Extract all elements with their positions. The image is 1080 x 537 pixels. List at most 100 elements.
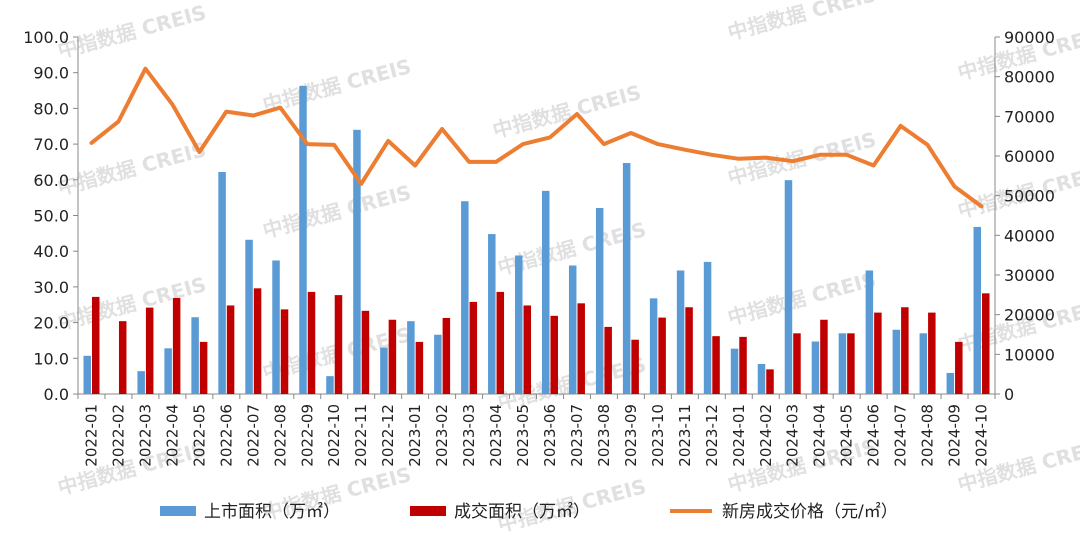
listed-area-bar (83, 355, 91, 394)
transaction-area-bar (415, 341, 424, 394)
y-left-tick-label: 100.0 (23, 28, 69, 47)
y-left-tick-label: 40.0 (33, 242, 69, 261)
x-tick-label: 2022-10 (325, 404, 343, 467)
transaction-area-bar (199, 341, 208, 394)
x-tick-label: 2022-09 (298, 404, 316, 467)
listed-area-bar (676, 270, 685, 394)
x-tick-label: 2023-07 (568, 404, 586, 467)
x-tick-label: 2022-04 (163, 404, 181, 467)
x-tick-label: 2023-03 (460, 404, 478, 467)
transaction-area-bar (820, 319, 828, 394)
transaction-area-bar (847, 333, 855, 394)
x-tick-labels: 2022-01 2022-02 2022-03 2022-04 2022-05 2022-… (82, 404, 990, 467)
listed-area-bar (434, 334, 442, 394)
y-right-tick-label: 70000 (1004, 107, 1055, 126)
line-layer (89, 66, 984, 209)
watermark-text: 中指数据 CREIS (725, 267, 879, 330)
y-right-tick-label: 20000 (1004, 306, 1055, 325)
transaction-area-bar (982, 293, 990, 394)
y-left-tick-label: 90.0 (33, 64, 69, 83)
y-right-tick-label: 40000 (1004, 226, 1055, 245)
legend-swatch (160, 506, 196, 516)
y-left-tick-label: 70.0 (33, 135, 69, 154)
x-tick-label: 2023-12 (703, 404, 721, 467)
transaction-area-bar (928, 312, 936, 394)
y-left-tick-label: 80.0 (33, 99, 69, 118)
y-right-tick-label: 30000 (1004, 266, 1055, 285)
legend-label: 上市面积（万㎡） (204, 502, 340, 522)
transaction-area-bar (307, 291, 316, 394)
x-tick-label: 2024-10 (973, 404, 991, 467)
x-tick-label: 2023-11 (676, 404, 694, 467)
listed-area-bar (164, 348, 172, 394)
listed-area-bar (622, 163, 631, 394)
listed-area-bar (299, 85, 307, 394)
transaction-area-bar (631, 339, 639, 394)
watermark-text: 中指数据 CREIS (490, 80, 644, 143)
transaction-area-bar (577, 303, 585, 394)
watermark-text: 中指数据 CREIS (55, 437, 209, 500)
transaction-area-bar (469, 301, 478, 394)
transaction-area-bar (658, 317, 666, 394)
listed-area-bar (649, 298, 658, 394)
y-left-tick-label: 20.0 (33, 314, 69, 333)
listed-area-bar (191, 317, 199, 394)
x-tick-label: 2024-09 (946, 404, 964, 467)
x-tick-label: 2022-06 (217, 404, 235, 467)
legend-swatch (410, 506, 446, 516)
listed-area-bar (488, 234, 496, 394)
x-tick-label: 2024-04 (811, 404, 829, 467)
listed-area-bar (730, 348, 739, 394)
y-right-tick-label: 60000 (1004, 147, 1055, 166)
x-tick-label: 2022-01 (82, 404, 100, 467)
listed-area-bar (973, 226, 982, 394)
transaction-area-bar (766, 369, 774, 394)
x-tick-label: 2023-08 (595, 404, 613, 467)
transaction-area-bar (739, 336, 747, 394)
x-tick-label: 2023-01 (406, 404, 424, 467)
listed-area-bar (946, 372, 955, 394)
y-right-tick-label: 90000 (1004, 28, 1055, 47)
listed-area-bar (380, 347, 388, 394)
listed-area-bar (919, 333, 928, 394)
x-tick-label: 2022-11 (352, 404, 370, 467)
legend-label: 新房成交价格（元/㎡） (722, 502, 898, 522)
y-left-tick-label: 30.0 (33, 278, 69, 297)
x-tick-label: 2023-05 (514, 404, 532, 467)
y-left-tick-label: 10.0 (33, 349, 69, 368)
transaction-area-bar (388, 319, 397, 394)
y-left-tick-label: 60.0 (33, 171, 69, 190)
listed-area-bar (595, 208, 604, 394)
x-tick-label: 2024-03 (784, 404, 802, 467)
bars-layer (83, 85, 990, 394)
transaction-area-bar (280, 309, 289, 394)
transaction-area-bar (118, 321, 127, 394)
transaction-area-bar (685, 307, 693, 394)
transaction-area-bar (361, 310, 370, 394)
price-line (89, 66, 984, 209)
x-tick-label: 2024-06 (865, 404, 883, 467)
listed-area-bar (326, 376, 334, 394)
listed-area-bar (272, 260, 280, 394)
listed-area-bar (218, 171, 226, 394)
listed-area-bar (461, 201, 469, 394)
watermark-text: 中指数据 CREIS (260, 180, 414, 243)
transaction-area-bar (145, 307, 154, 394)
x-tick-label: 2023-06 (541, 404, 559, 467)
x-tick-label: 2023-02 (433, 404, 451, 467)
x-tick-label: 2024-07 (892, 404, 910, 467)
x-tick-label: 2022-03 (136, 404, 154, 467)
listed-area-bar (892, 329, 901, 394)
listed-area-bar (703, 261, 712, 394)
transaction-area-bar (496, 291, 505, 394)
x-tick-label: 2022-08 (271, 404, 289, 467)
transaction-area-bar (523, 305, 532, 394)
watermark-text: 中指数据 CREIS (260, 54, 414, 117)
transaction-area-bar (955, 341, 963, 394)
listed-area-bar (137, 371, 145, 394)
x-tick-label: 2023-04 (487, 404, 505, 467)
x-tick-label: 2024-05 (838, 404, 856, 467)
listed-area-bar (541, 190, 550, 394)
legend-label: 成交面积（万㎡） (454, 502, 590, 522)
